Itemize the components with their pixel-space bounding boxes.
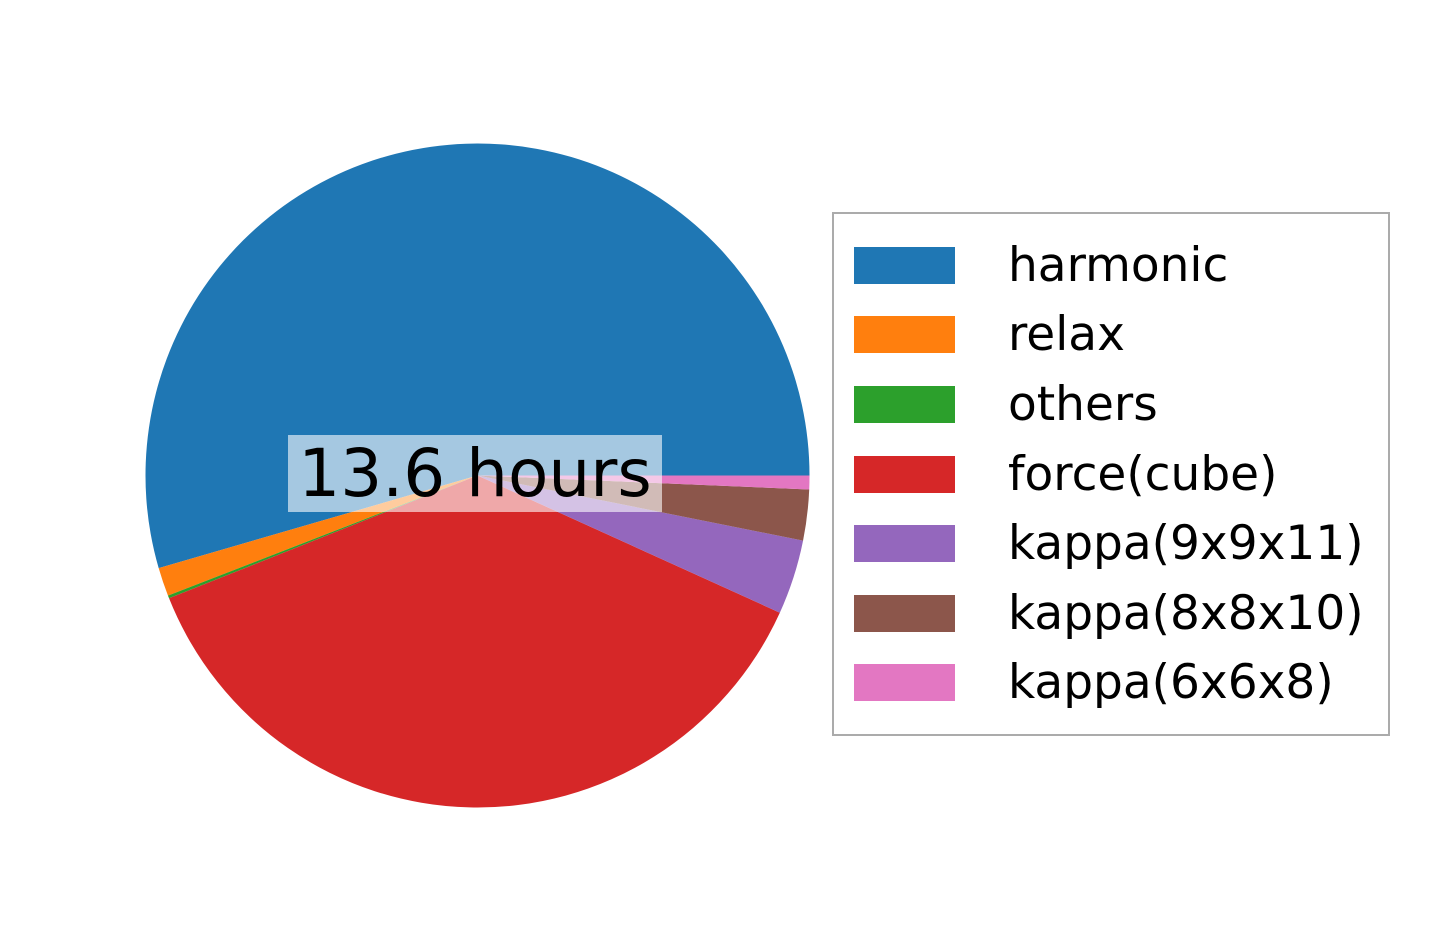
pie-wedge-force(cube) [169, 475, 780, 808]
legend-label: harmonic [1008, 237, 1229, 293]
legend-label: relax [1008, 307, 1125, 363]
legend-label: kappa(8x8x10) [1008, 585, 1364, 641]
center-label: 13.6 hours [288, 435, 662, 512]
legend-swatch-icon [854, 455, 955, 493]
legend: harmonic relax others force(cube) kappa(9x9x… [832, 212, 1390, 736]
legend-swatch-icon [854, 385, 955, 423]
legend-item-relax: relax [834, 311, 1388, 358]
legend-label: kappa(9x9x11) [1008, 516, 1364, 572]
legend-item-kappa(8x8x10): kappa(8x8x10) [834, 590, 1388, 637]
legend-label: force(cube) [1008, 446, 1278, 502]
legend-item-force(cube): force(cube) [834, 451, 1388, 498]
legend-swatch-icon [854, 316, 955, 354]
legend-swatch-icon [854, 525, 955, 563]
legend-item-others: others [834, 381, 1388, 428]
legend-item-kappa(6x6x8): kappa(6x6x8) [834, 659, 1388, 706]
legend-item-harmonic: harmonic [834, 242, 1388, 289]
legend-swatch-icon [854, 594, 955, 632]
legend-label: others [1008, 376, 1158, 432]
legend-item-kappa(9x9x11): kappa(9x9x11) [834, 520, 1388, 567]
legend-swatch-icon [854, 246, 955, 284]
legend-label: kappa(6x6x8) [1008, 655, 1334, 711]
legend-swatch-icon [854, 664, 955, 702]
